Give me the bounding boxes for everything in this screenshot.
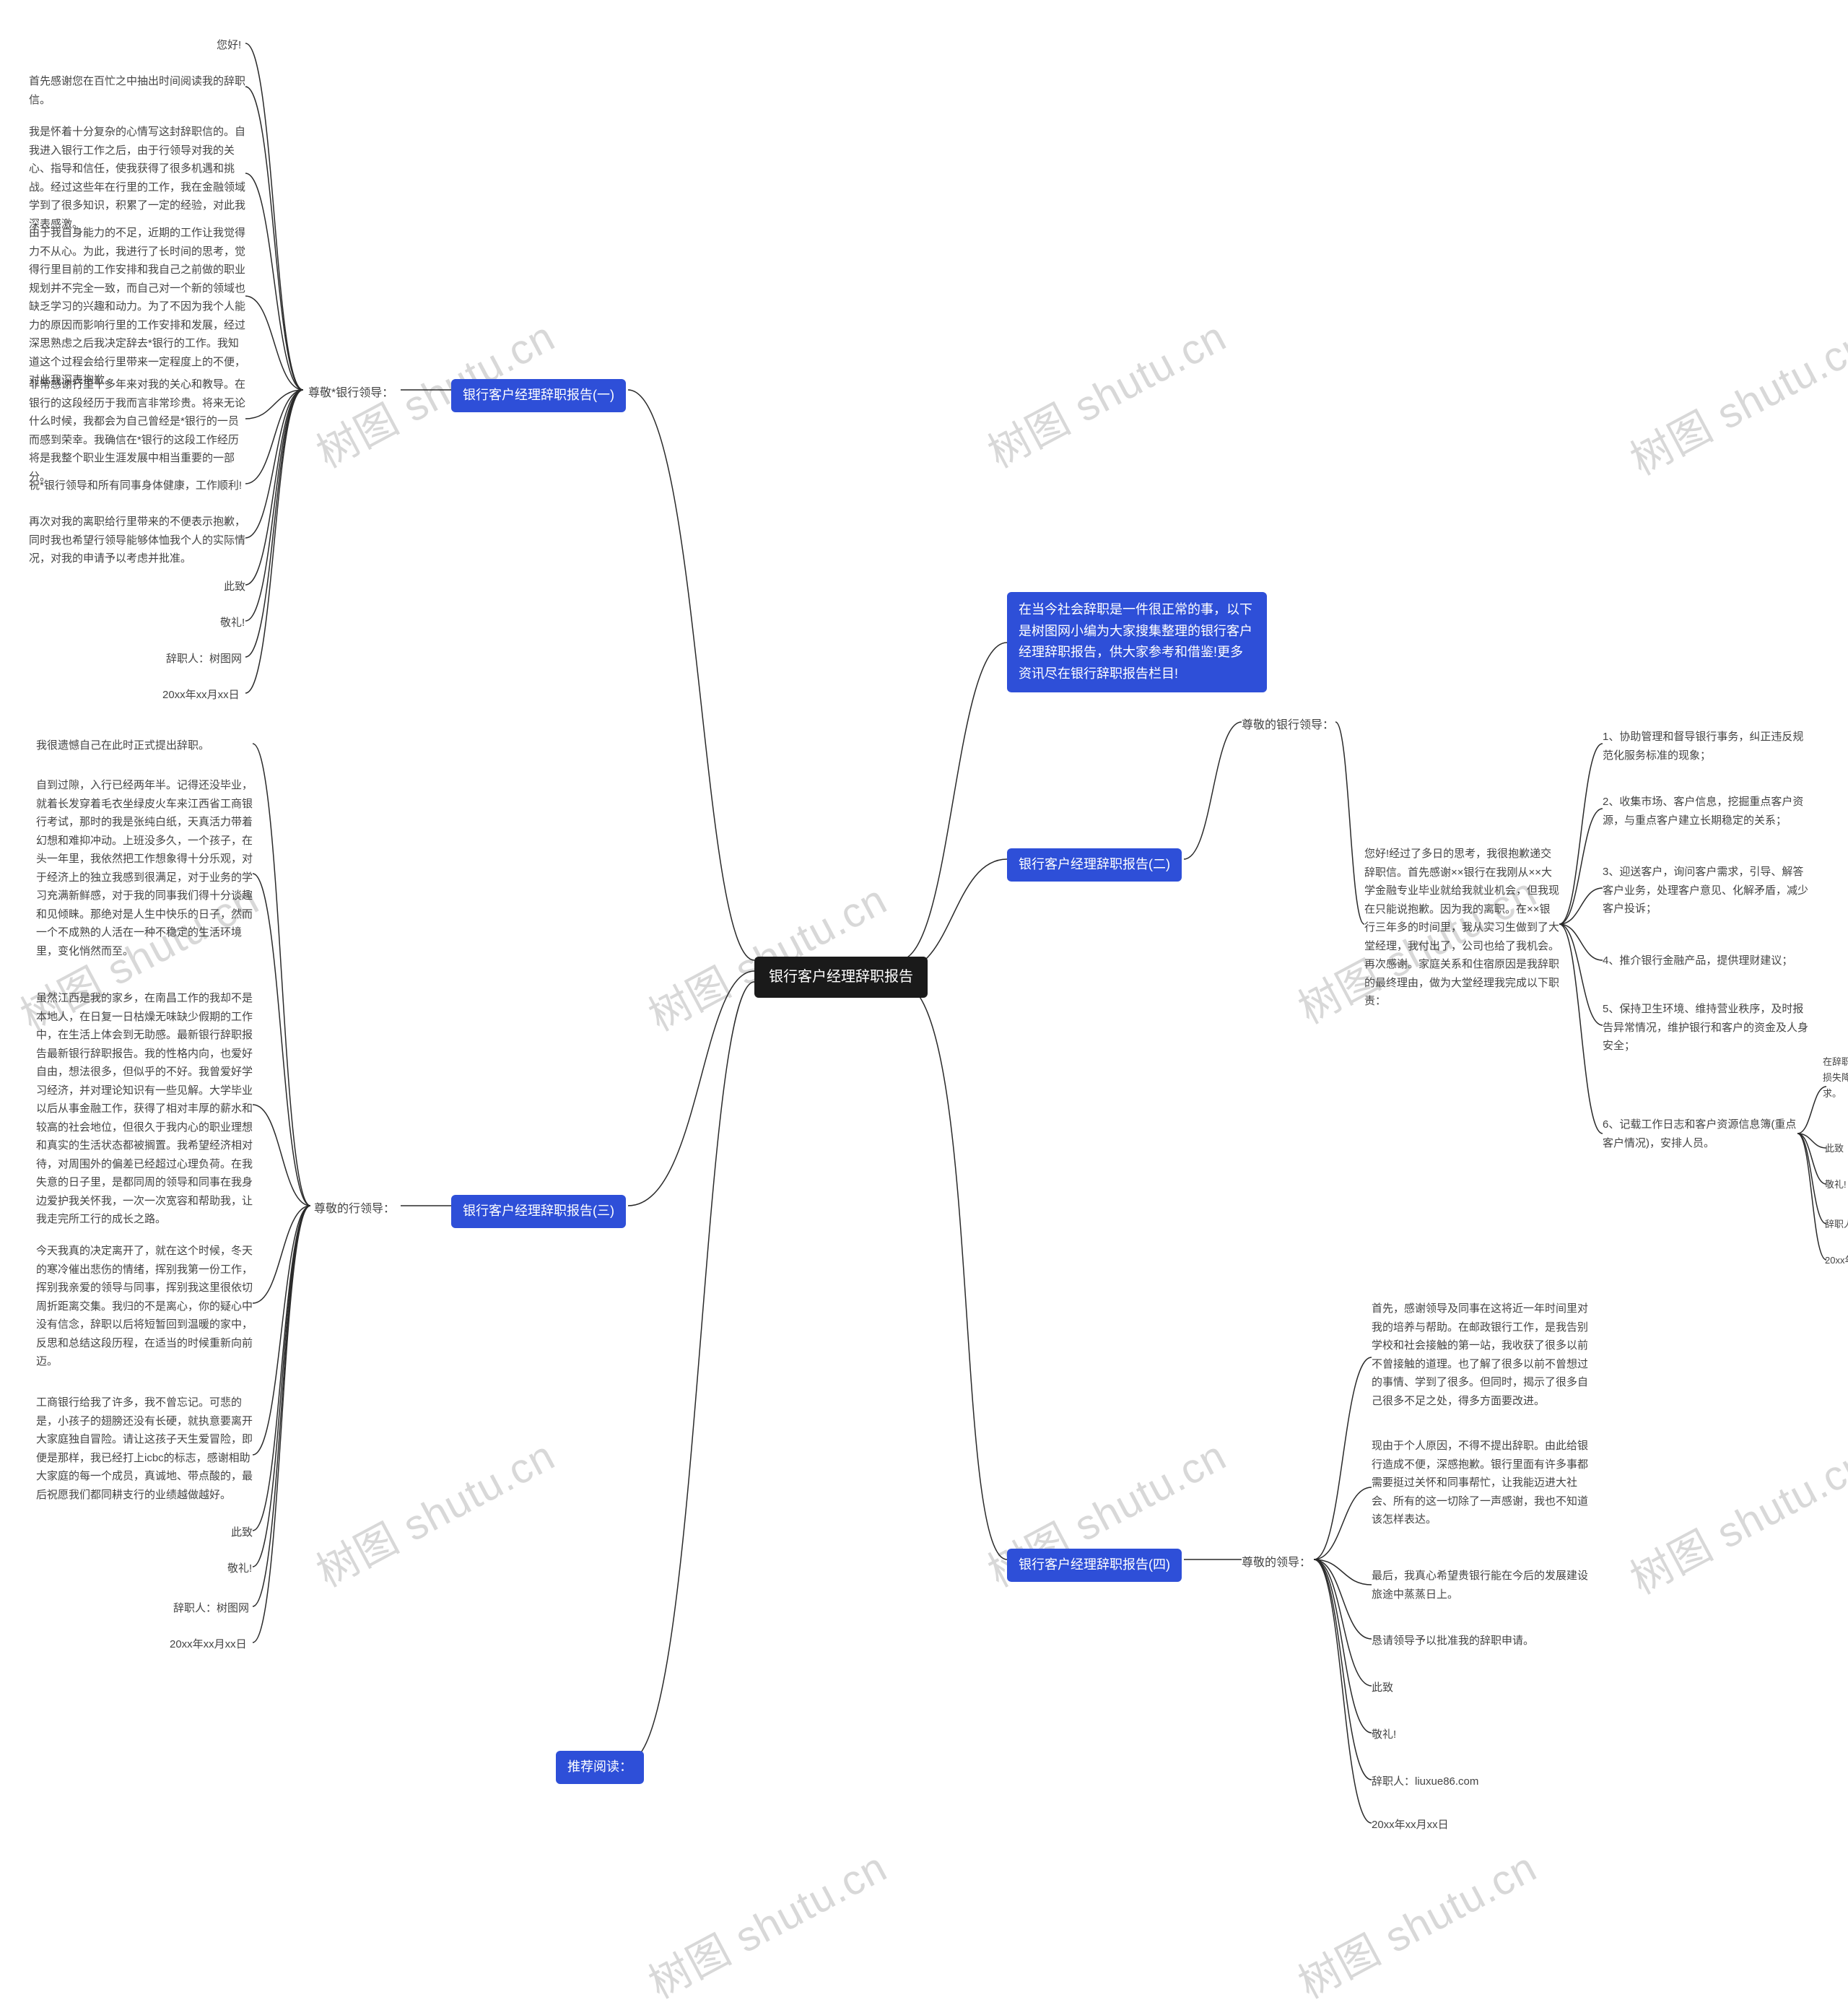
section-3: 银行客户经理辞职报告(三) [451, 1195, 626, 1228]
r4-p3: 最后，我真心希望贵银行能在今后的发展建设旅途中蒸蒸日上。 [1372, 1567, 1595, 1604]
watermark: 树图 shutu.cn [304, 1422, 563, 1598]
r3-p6: 敬礼! [227, 1559, 252, 1578]
r2-i4: 4、推介银行金融产品，提供理财建议； [1603, 952, 1812, 970]
r1-p4: 非常感谢行里十多年来对我的关心和教导。在银行的这段经历于我而言非常珍贵。将来无论… [29, 375, 245, 486]
leader-3: 尊敬的行领导： [314, 1198, 395, 1216]
r1-p7: 此致 [224, 578, 245, 596]
r3-p2: 虽然江西是我的家乡，在南昌工作的我却不是本地人，在日复一日枯燥无味缺少假期的工作… [36, 989, 253, 1229]
r2-c2: 此致 [1825, 1141, 1844, 1157]
r4-p2: 现由于个人原因，不得不提出辞职。由此给银行造成不便，深感抱歉。银行里面有许多事都… [1372, 1437, 1595, 1529]
r2-c5: 20xx年xx月xx日 [1825, 1253, 1848, 1269]
mindmap-canvas: 树图 shutu.cn 树图 shutu.cn 树图 shutu.cn 树图 s… [0, 0, 1848, 1939]
r2-c3: 敬礼! [1825, 1177, 1847, 1193]
r3-p7: 辞职人：树图网 [173, 1599, 249, 1618]
intro-node: 在当今社会辞职是一件很正常的事，以下是树图网小编为大家搜集整理的银行客户经理辞职… [1007, 592, 1267, 692]
leader-2: 尊敬的银行领导： [1242, 715, 1334, 732]
watermark: 树图 shutu.cn [1618, 310, 1848, 487]
r1-p2: 我是怀着十分复杂的心情写这封辞职信的。自我进入银行工作之后，由于行领导对我的关心… [29, 123, 245, 233]
r3-p5: 此致 [231, 1523, 253, 1542]
section-2: 银行客户经理辞职报告(二) [1007, 848, 1182, 882]
r1-p1: 首先感谢您在百忙之中抽出时间阅读我的辞职信。 [29, 72, 245, 109]
watermark: 树图 shutu.cn [975, 303, 1234, 479]
r3-p0: 我很遗憾自己在此时正式提出辞职。 [36, 736, 253, 755]
section-4: 银行客户经理辞职报告(四) [1007, 1549, 1182, 1582]
root-node: 银行客户经理辞职报告 [754, 957, 928, 998]
r2-c1: 在辞职的这段时间里，我会做好交接工作，让银行的损失降低到最小。也希望领导能够批准… [1823, 1054, 1848, 1102]
r3-p1: 自到过隙，入行已经两年半。记得还没毕业，就着长发穿着毛衣坐绿皮火车来江西省工商银… [36, 776, 253, 960]
r2-i6: 6、记载工作日志和客户资源信息簿(重点客户情况)，安排人员。 [1603, 1115, 1797, 1152]
r1-p10: 20xx年xx月xx日 [162, 686, 240, 705]
section-rec: 推荐阅读： [556, 1751, 644, 1784]
r1-p0: 您好! [217, 36, 241, 55]
section-1: 银行客户经理辞职报告(一) [451, 379, 626, 412]
r1-p6: 再次对我的离职给行里带来的不便表示抱歉，同时我也希望行领导能够体恤我个人的实际情… [29, 513, 245, 568]
r4-p7: 辞职人：liuxue86.com [1372, 1772, 1478, 1791]
r1-p3: 由于我自身能力的不足，近期的工作让我觉得力不从心。为此，我进行了长时间的思考，觉… [29, 224, 245, 390]
r4-p1: 首先，感谢领导及同事在这将近一年时间里对我的培养与帮助。在邮政银行工作，是我告别… [1372, 1300, 1595, 1410]
r3-p3: 今天我真的决定离开了，就在这个时候，冬天的寒冷催出悲伤的情绪，挥别我第一份工作，… [36, 1242, 253, 1371]
watermark: 树图 shutu.cn [1618, 1430, 1848, 1606]
r2-i3: 3、迎送客户，询问客户需求，引导、解答客户业务，处理客户意见、化解矛盾，减少客户… [1603, 863, 1812, 918]
leader-1: 尊敬*银行领导： [308, 383, 393, 400]
r4-p8: 20xx年xx月xx日 [1372, 1816, 1449, 1835]
r3-p8: 20xx年xx月xx日 [170, 1635, 247, 1654]
r1-p5: 祝*银行领导和所有同事身体健康，工作顺利! [29, 477, 245, 495]
r4-p6: 敬礼! [1372, 1726, 1396, 1744]
r2-intro: 您好!经过了多日的思考，我很抱歉递交辞职信。首先感谢××银行在我刚从××大学金融… [1364, 845, 1559, 1011]
watermark: 树图 shutu.cn [636, 866, 895, 1043]
leader-4: 尊敬的领导： [1242, 1552, 1311, 1570]
r1-p8: 敬礼! [220, 614, 245, 632]
r2-i2: 2、收集市场、客户信息，挖掘重点客户资源，与重点客户建立长期稳定的关系； [1603, 793, 1812, 830]
r2-i5: 5、保持卫生环境、维持营业秩序，及时报告异常情况，维护银行和客户的资金及人身安全… [1603, 1000, 1812, 1056]
r3-p4: 工商银行给我了许多，我不曾忘记。可悲的是，小孩子的翅膀还没有长硬，就执意要离开大… [36, 1393, 253, 1504]
r1-p9: 辞职人：树图网 [166, 650, 242, 669]
r2-i1: 1、协助管理和督导银行事务，纠正违反规范化服务标准的现象； [1603, 728, 1812, 765]
r4-p5: 此致 [1372, 1679, 1393, 1697]
watermark: 树图 shutu.cn [1286, 1834, 1545, 2010]
watermark: 树图 shutu.cn [636, 1834, 895, 2010]
r2-c4: 辞职人：liuxue86.com [1825, 1217, 1848, 1232]
r4-p4: 恳请领导予以批准我的辞职申请。 [1372, 1632, 1595, 1650]
